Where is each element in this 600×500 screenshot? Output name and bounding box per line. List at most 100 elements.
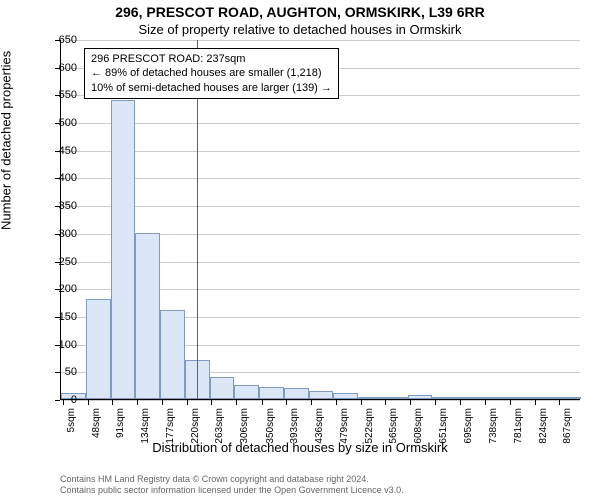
histogram-bar: [86, 299, 111, 399]
x-tick-label: 5sqm: [66, 408, 77, 432]
histogram-bar: [135, 233, 160, 399]
gridline: [61, 206, 580, 207]
x-tick-mark: [187, 400, 188, 405]
gridline: [61, 123, 580, 124]
histogram-bar: [432, 397, 457, 399]
y-tick-mark: [55, 317, 60, 318]
x-tick-label: 393sqm: [289, 408, 300, 444]
gridline: [61, 400, 580, 401]
x-tick-mark: [63, 400, 64, 405]
y-tick-label: 450: [47, 145, 77, 157]
y-tick-mark: [55, 151, 60, 152]
x-axis-label: Distribution of detached houses by size …: [0, 440, 600, 455]
x-tick-label: 436sqm: [314, 408, 325, 444]
histogram-chart: 296, PRESCOT ROAD, AUGHTON, ORMSKIRK, L3…: [0, 0, 600, 500]
x-tick-label: 867sqm: [562, 408, 573, 444]
x-tick-mark: [385, 400, 386, 405]
x-tick-mark: [236, 400, 237, 405]
x-tick-label: 479sqm: [339, 408, 350, 444]
histogram-bar: [210, 377, 235, 399]
x-tick-label: 134sqm: [140, 408, 151, 444]
y-tick-label: 650: [47, 34, 77, 46]
x-tick-label: 651sqm: [438, 408, 449, 444]
gridline: [61, 178, 580, 179]
histogram-bar: [309, 391, 334, 399]
x-tick-mark: [211, 400, 212, 405]
gridline: [61, 40, 580, 41]
x-tick-mark: [262, 400, 263, 405]
x-tick-mark: [112, 400, 113, 405]
attribution-line-2: Contains public sector information licen…: [60, 485, 404, 496]
y-tick-label: 500: [47, 117, 77, 129]
x-tick-mark: [286, 400, 287, 405]
info-line-3: 10% of semi-detached houses are larger (…: [91, 81, 332, 95]
x-tick-label: 565sqm: [388, 408, 399, 444]
histogram-bar: [531, 397, 556, 399]
x-tick-label: 350sqm: [265, 408, 276, 444]
y-axis-label: Number of detached properties: [0, 51, 14, 230]
y-tick-label: 550: [47, 89, 77, 101]
x-tick-label: 220sqm: [190, 408, 201, 444]
histogram-bar: [408, 395, 433, 399]
x-tick-mark: [336, 400, 337, 405]
x-tick-mark: [535, 400, 536, 405]
y-tick-mark: [55, 95, 60, 96]
y-tick-mark: [55, 178, 60, 179]
y-tick-mark: [55, 206, 60, 207]
x-tick-label: 608sqm: [413, 408, 424, 444]
y-tick-mark: [55, 40, 60, 41]
x-tick-mark: [410, 400, 411, 405]
histogram-bar: [333, 393, 358, 399]
x-tick-label: 177sqm: [165, 408, 176, 444]
chart-title-sub: Size of property relative to detached ho…: [0, 22, 600, 37]
x-tick-label: 306sqm: [239, 408, 250, 444]
x-tick-mark: [162, 400, 163, 405]
attribution: Contains HM Land Registry data © Crown c…: [60, 474, 404, 496]
info-line-2: ← 89% of detached houses are smaller (1,…: [91, 66, 332, 80]
x-tick-label: 48sqm: [91, 408, 102, 438]
x-tick-mark: [311, 400, 312, 405]
y-tick-label: 400: [47, 172, 77, 184]
histogram-bar: [358, 397, 383, 399]
histogram-bar: [507, 397, 532, 399]
x-tick-mark: [460, 400, 461, 405]
x-tick-mark: [361, 400, 362, 405]
y-tick-label: 250: [47, 256, 77, 268]
chart-title-main: 296, PRESCOT ROAD, AUGHTON, ORMSKIRK, L3…: [0, 4, 600, 20]
x-tick-label: 738sqm: [488, 408, 499, 444]
x-tick-label: 91sqm: [115, 408, 126, 438]
attribution-line-1: Contains HM Land Registry data © Crown c…: [60, 474, 404, 485]
y-tick-mark: [55, 345, 60, 346]
histogram-bar: [482, 397, 507, 399]
y-tick-mark: [55, 68, 60, 69]
x-tick-label: 522sqm: [364, 408, 375, 444]
info-line-1: 296 PRESCOT ROAD: 237sqm: [91, 52, 332, 66]
histogram-bar: [457, 397, 482, 399]
y-tick-mark: [55, 289, 60, 290]
y-tick-mark: [55, 234, 60, 235]
x-tick-mark: [485, 400, 486, 405]
x-tick-mark: [435, 400, 436, 405]
histogram-bar: [259, 387, 284, 399]
y-tick-label: 300: [47, 228, 77, 240]
histogram-bar: [556, 397, 581, 399]
y-tick-label: 100: [47, 339, 77, 351]
x-tick-label: 824sqm: [538, 408, 549, 444]
y-tick-label: 350: [47, 200, 77, 212]
y-tick-mark: [55, 400, 60, 401]
x-tick-label: 263sqm: [214, 408, 225, 444]
y-tick-mark: [55, 262, 60, 263]
y-tick-mark: [55, 123, 60, 124]
histogram-bar: [160, 310, 185, 399]
info-box: 296 PRESCOT ROAD: 237sqm ← 89% of detach…: [84, 48, 339, 99]
gridline: [61, 151, 580, 152]
histogram-bar: [234, 385, 259, 399]
x-tick-mark: [510, 400, 511, 405]
x-tick-mark: [137, 400, 138, 405]
histogram-bar: [284, 388, 309, 399]
x-tick-mark: [88, 400, 89, 405]
x-tick-mark: [559, 400, 560, 405]
histogram-bar: [383, 397, 408, 399]
y-tick-label: 200: [47, 283, 77, 295]
x-tick-label: 695sqm: [463, 408, 474, 444]
